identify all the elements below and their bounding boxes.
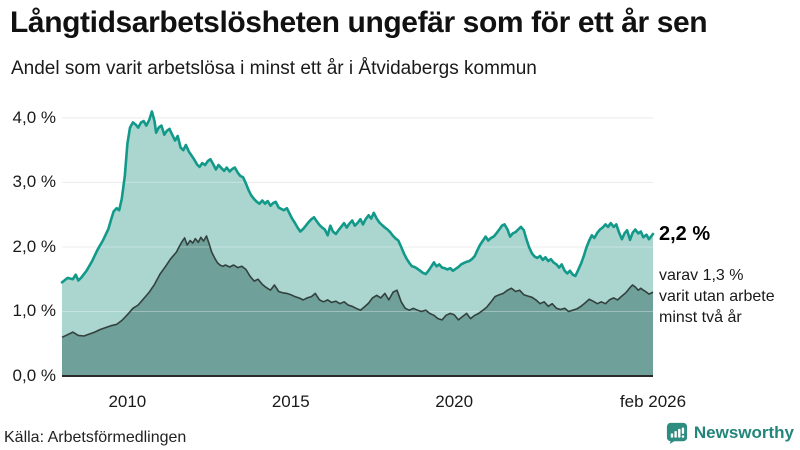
chart-title: Långtidsarbetslösheten ungefär som för e… <box>10 6 708 39</box>
newsworthy-icon <box>666 422 687 444</box>
y-axis-label: 3,0 % <box>12 172 56 192</box>
y-axis-label: 4,0 % <box>12 107 56 127</box>
secondary-value-label: varav 1,3 % varit utan arbete minst två … <box>659 265 775 328</box>
source-label: Källa: Arbetsförmedlingen <box>4 429 187 446</box>
x-axis-label: 2015 <box>271 392 310 411</box>
x-axis-label: 2010 <box>108 392 147 411</box>
x-axis-label: feb 2026 <box>619 392 687 411</box>
secondary-value-line: varit utan arbete <box>659 288 775 305</box>
latest-value-label: 2,2 % <box>659 223 711 245</box>
y-axis-label: 0,0 % <box>12 366 56 385</box>
newsworthy-wordmark: Newsworthy <box>693 423 794 442</box>
y-axis-label: 2,0 % <box>12 236 56 256</box>
secondary-value-line: minst två år <box>659 309 742 326</box>
x-axis-label: 2020 <box>435 392 474 411</box>
newsworthy-logo: Newsworthy <box>666 422 794 444</box>
secondary-value-line: varav 1,3 % <box>659 267 744 284</box>
chart-subtitle: Andel som varit arbetslösa i minst ett å… <box>11 58 537 79</box>
y-axis-label: 1,0 % <box>12 301 56 321</box>
